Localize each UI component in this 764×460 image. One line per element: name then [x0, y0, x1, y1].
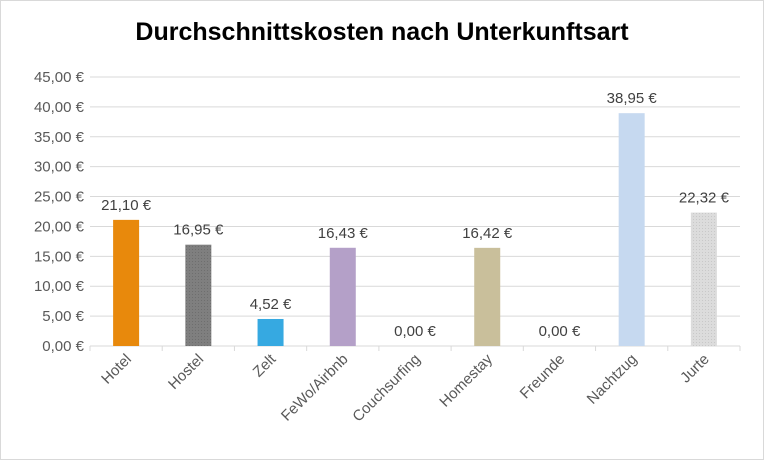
- data-label: 22,32 €: [679, 190, 730, 207]
- y-tick-label: 10,00 €: [34, 278, 85, 295]
- y-tick-label: 45,00 €: [34, 69, 85, 86]
- y-tick-label: 15,00 €: [34, 248, 85, 265]
- data-label: 0,00 €: [394, 323, 436, 340]
- bar-hostel: [185, 244, 212, 346]
- y-tick-label: 0,00 €: [42, 338, 84, 355]
- category-label: Zelt: [250, 350, 280, 380]
- category-label: Hotel: [98, 351, 135, 388]
- data-labels: 21,10 € 16,95 € 4,52 € 16,43 € 0,00 € 16,42 €…: [101, 90, 729, 340]
- data-label: 21,10 €: [101, 197, 152, 214]
- bar-jurte: [690, 212, 717, 346]
- y-tick-label: 20,00 €: [34, 218, 85, 235]
- y-tick-label: 35,00 €: [34, 129, 85, 146]
- data-label: 16,43 €: [318, 225, 369, 242]
- y-tick-label: 30,00 €: [34, 159, 85, 176]
- bar-zelt: [257, 318, 284, 346]
- bar-hotel: [113, 219, 140, 346]
- bar-homestay: [474, 247, 501, 346]
- data-label: 38,95 €: [607, 90, 658, 107]
- data-label: 16,42 €: [462, 225, 513, 242]
- category-label: FeWo/Airbnb: [278, 351, 352, 425]
- category-label: Couchsurfing: [349, 351, 424, 426]
- category-label: Hostel: [165, 351, 207, 393]
- y-axis-ticks: 0,00 € 5,00 € 10,00 € 15,00 € 20,00 € 25,00 €…: [34, 69, 85, 355]
- category-label: Freunde: [517, 351, 569, 403]
- chart-title: Durchschnittskosten nach Unterkunftsart: [135, 18, 629, 46]
- category-label: Homestay: [436, 350, 496, 410]
- category-label: Jurte: [677, 351, 713, 387]
- data-label: 4,52 €: [250, 296, 292, 313]
- y-tick-label: 5,00 €: [42, 308, 84, 325]
- bar-nachtzug: [618, 113, 645, 346]
- bar-fewo-airbnb: [329, 247, 356, 346]
- data-label: 16,95 €: [173, 222, 224, 239]
- category-label: Nachtzug: [584, 351, 641, 408]
- data-label: 0,00 €: [539, 323, 581, 340]
- bars: [113, 113, 717, 346]
- y-tick-label: 25,00 €: [34, 189, 85, 206]
- y-tick-label: 40,00 €: [34, 99, 85, 116]
